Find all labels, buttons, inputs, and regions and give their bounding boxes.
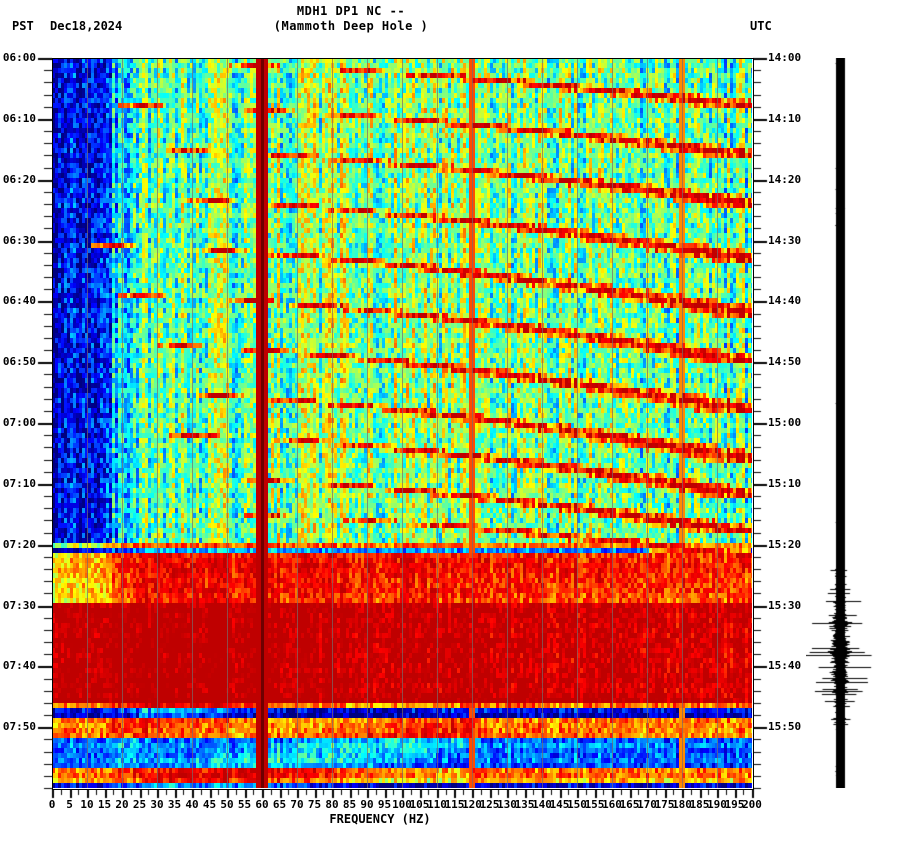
x-axis-tick-label: 200 — [732, 799, 772, 810]
y-axis-left-ticks — [0, 0, 52, 864]
y-axis-left-tick-label: 07:10 — [0, 478, 36, 489]
y-axis-left-tick-label: 06:10 — [0, 113, 36, 124]
y-axis-left-tick-label: 06:40 — [0, 295, 36, 306]
waveform-trace[interactable] — [806, 58, 898, 788]
y-axis-left-tick-label: 07:40 — [0, 660, 36, 671]
spectrogram-page: MDH1 DP1 NC -- (Mammoth Deep Hole ) PST … — [0, 0, 902, 864]
spectrogram-image[interactable] — [52, 58, 752, 788]
spectrogram-plot[interactable] — [52, 58, 752, 788]
y-axis-left-tick-label: 07:00 — [0, 417, 36, 428]
y-axis-right-ticks — [753, 0, 773, 864]
y-axis-left-tick-label: 06:50 — [0, 356, 36, 367]
y-axis-left-tick-label: 06:30 — [0, 235, 36, 246]
y-axis-left-tick-label: 07:30 — [0, 600, 36, 611]
y-axis-left-tick-label: 07:50 — [0, 721, 36, 732]
page-title: MDH1 DP1 NC -- — [0, 4, 802, 18]
y-axis-left-tick-label: 06:00 — [0, 52, 36, 63]
y-axis-left-tick-label: 07:20 — [0, 539, 36, 550]
y-axis-left-tick-label: 06:20 — [0, 174, 36, 185]
date-label: Dec18,2024 — [50, 19, 122, 33]
x-axis-title: FREQUENCY (HZ) — [0, 812, 760, 826]
